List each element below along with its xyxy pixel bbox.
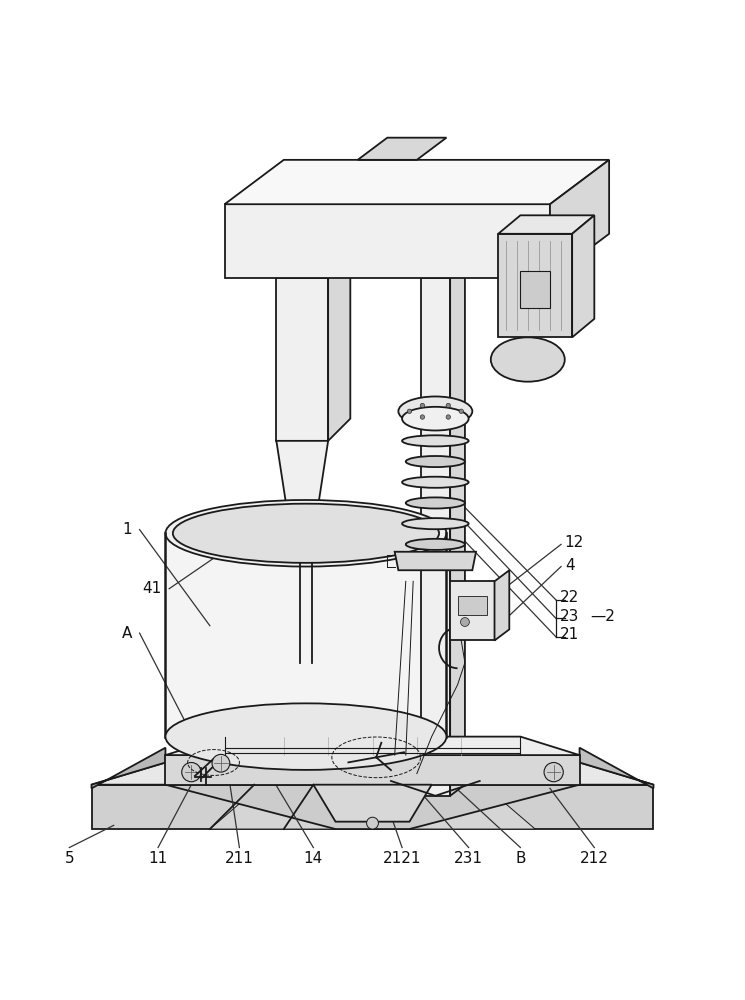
- Circle shape: [544, 763, 563, 782]
- Ellipse shape: [165, 703, 446, 770]
- Text: 41: 41: [142, 581, 162, 596]
- Text: 23: 23: [559, 609, 579, 624]
- Polygon shape: [210, 785, 535, 829]
- Ellipse shape: [402, 435, 469, 446]
- Polygon shape: [450, 267, 465, 796]
- Circle shape: [460, 606, 469, 615]
- Polygon shape: [92, 763, 653, 785]
- Polygon shape: [498, 234, 572, 337]
- Circle shape: [420, 415, 425, 419]
- Polygon shape: [276, 278, 328, 441]
- Ellipse shape: [173, 504, 439, 563]
- Polygon shape: [314, 785, 431, 822]
- Text: 11: 11: [148, 851, 168, 866]
- Ellipse shape: [402, 518, 469, 529]
- Text: 212: 212: [580, 851, 609, 866]
- Circle shape: [408, 409, 412, 413]
- Circle shape: [420, 403, 425, 408]
- Polygon shape: [92, 785, 653, 829]
- Polygon shape: [358, 138, 446, 160]
- Ellipse shape: [406, 539, 465, 550]
- Polygon shape: [276, 441, 328, 537]
- Polygon shape: [572, 215, 595, 337]
- Text: —2: —2: [591, 609, 615, 624]
- Text: 12: 12: [565, 535, 584, 550]
- Circle shape: [460, 618, 469, 626]
- Polygon shape: [224, 160, 609, 204]
- Ellipse shape: [402, 407, 469, 430]
- Text: B: B: [515, 851, 526, 866]
- Polygon shape: [580, 748, 653, 788]
- FancyBboxPatch shape: [521, 271, 550, 308]
- Ellipse shape: [406, 497, 465, 509]
- Ellipse shape: [402, 477, 469, 488]
- Text: 211: 211: [225, 851, 254, 866]
- Text: 21: 21: [559, 627, 579, 642]
- Text: A: A: [121, 626, 132, 641]
- Circle shape: [446, 415, 451, 419]
- Polygon shape: [421, 278, 450, 796]
- Polygon shape: [165, 785, 580, 829]
- Text: 22: 22: [559, 590, 579, 605]
- Polygon shape: [165, 737, 580, 755]
- Polygon shape: [165, 755, 580, 785]
- Polygon shape: [92, 748, 165, 788]
- Polygon shape: [550, 160, 609, 278]
- Polygon shape: [165, 533, 446, 737]
- Polygon shape: [498, 215, 595, 234]
- Ellipse shape: [491, 337, 565, 382]
- Polygon shape: [328, 256, 350, 441]
- Text: 1: 1: [123, 522, 132, 537]
- Ellipse shape: [399, 396, 472, 426]
- Circle shape: [446, 403, 451, 408]
- Text: 4: 4: [565, 558, 574, 573]
- Text: 5: 5: [65, 851, 74, 866]
- Text: 231: 231: [454, 851, 483, 866]
- Polygon shape: [495, 570, 510, 640]
- Polygon shape: [450, 581, 495, 640]
- Polygon shape: [395, 552, 476, 570]
- Polygon shape: [224, 204, 550, 278]
- Circle shape: [459, 409, 463, 413]
- Text: 2121: 2121: [383, 851, 422, 866]
- Ellipse shape: [406, 456, 465, 467]
- Circle shape: [182, 763, 201, 782]
- Circle shape: [367, 817, 378, 829]
- Ellipse shape: [165, 500, 446, 567]
- FancyBboxPatch shape: [457, 596, 487, 615]
- Circle shape: [212, 754, 229, 772]
- Text: 14: 14: [304, 851, 323, 866]
